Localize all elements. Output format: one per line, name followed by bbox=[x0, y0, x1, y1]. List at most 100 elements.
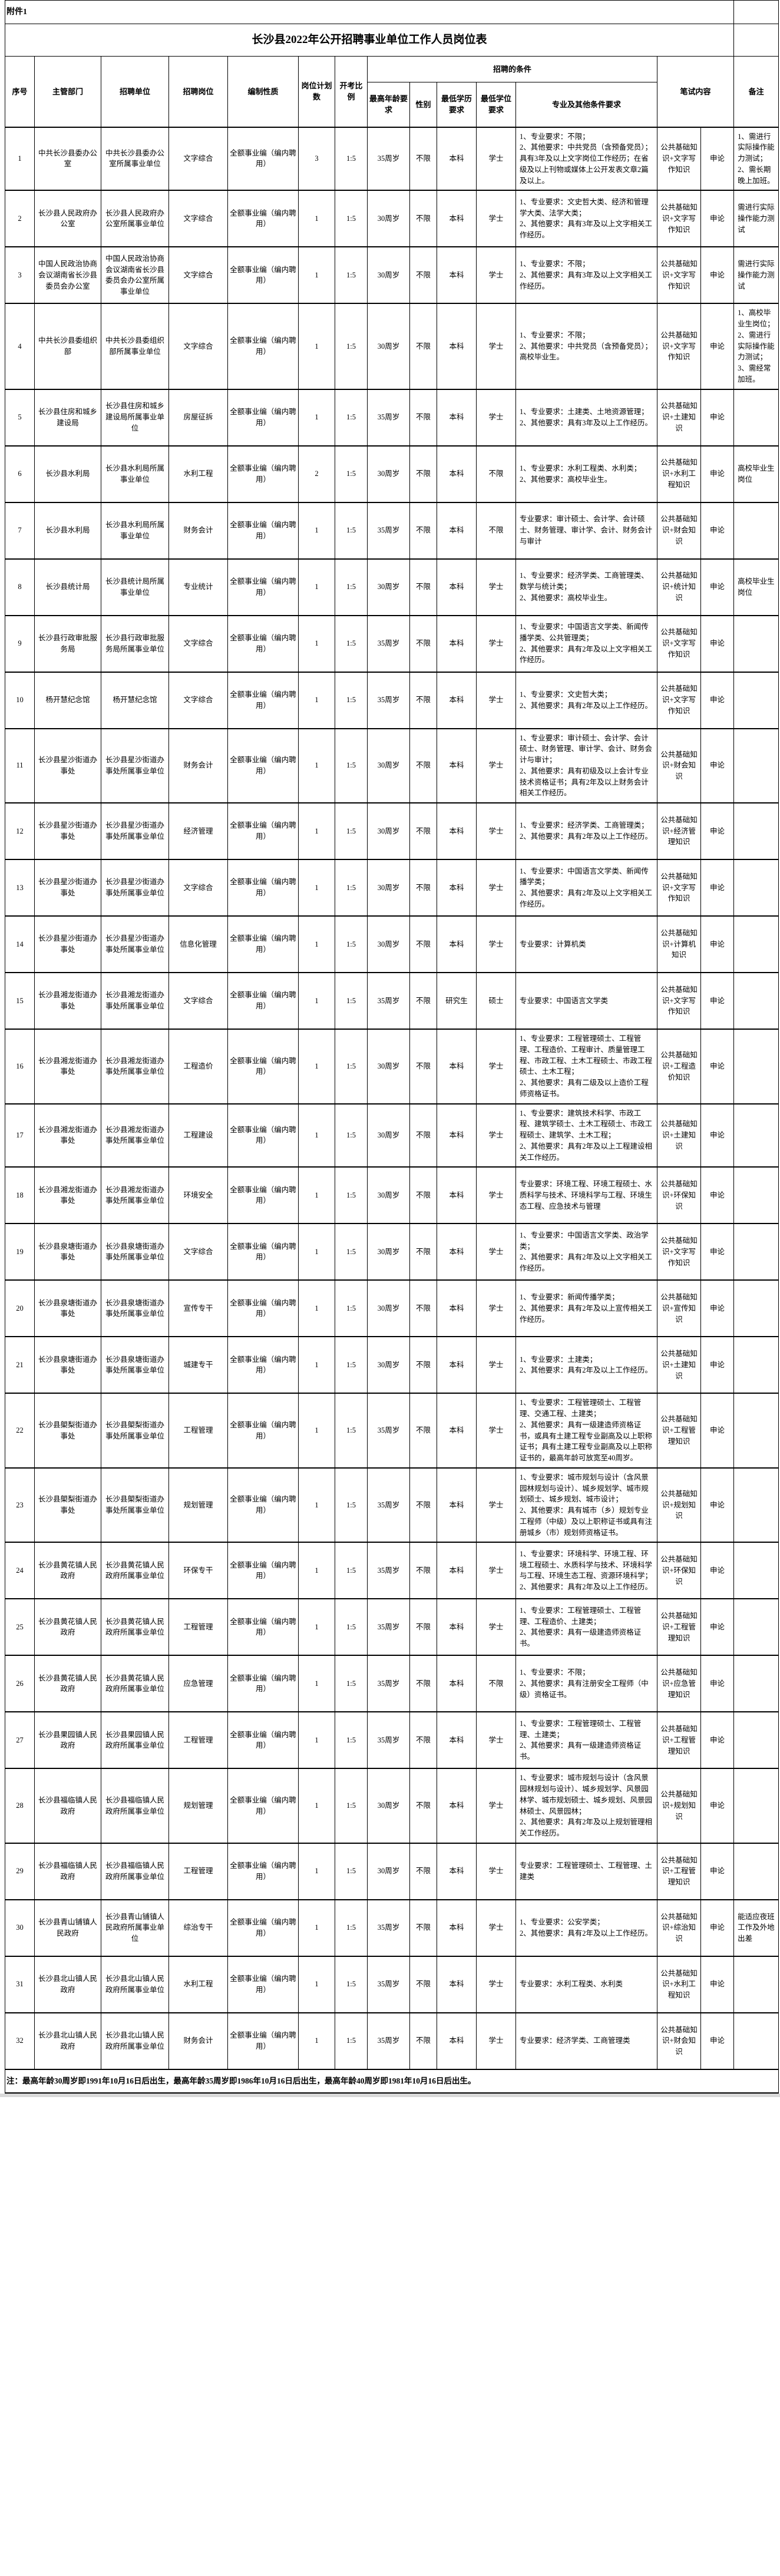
cell-written-shenlun: 申论 bbox=[700, 1336, 735, 1394]
table-row: 23 长沙县㮾梨街道办事处 长沙县㮾梨街道办事处所属事业单位 规划管理 全额事业… bbox=[5, 1467, 779, 1543]
cell-age: 30周岁 bbox=[367, 728, 410, 803]
cell-major-requirements: 1、专业要求：不限； 2、其他要求：具有注册安全工程师（中级）资格证书。 bbox=[515, 1655, 657, 1713]
cell-degree: 学士 bbox=[476, 1598, 516, 1656]
cell-degree: 学士 bbox=[476, 1029, 516, 1105]
cell-written-shenlun: 申论 bbox=[700, 558, 735, 616]
page-title: 长沙县2022年公开招聘事业单位工作人员岗位表 bbox=[5, 24, 734, 57]
cell-written-subject: 公共基础知识+水利工程知识 bbox=[657, 445, 701, 503]
cell-dept: 长沙县星沙街道办事处 bbox=[34, 802, 101, 860]
cell-dept: 长沙县湘龙街道办事处 bbox=[34, 1029, 101, 1105]
cell-written-shenlun: 申论 bbox=[700, 246, 735, 305]
cell-edu: 本科 bbox=[437, 1711, 477, 1770]
cell-gender: 不限 bbox=[409, 445, 437, 503]
header-conditions-group: 招聘的条件 bbox=[367, 56, 657, 82]
cell-gender: 不限 bbox=[409, 1336, 437, 1394]
cell-age: 30周岁 bbox=[367, 1029, 410, 1105]
cell-seq: 28 bbox=[5, 1768, 35, 1844]
cell-count: 1 bbox=[298, 303, 335, 390]
cell-edu: 本科 bbox=[437, 1542, 477, 1600]
cell-remark bbox=[733, 972, 779, 1030]
cell-degree: 学士 bbox=[476, 126, 516, 191]
cell-major-requirements: 1、专业要求：中国语言文学类、政治学类； 2、其他要求：具有2年及以上文字相关工… bbox=[515, 1223, 657, 1281]
cell-degree: 不限 bbox=[476, 445, 516, 503]
cell-post: 财务会计 bbox=[168, 501, 228, 560]
position-table: 附件1 长沙县2022年公开招聘事业单位工作人员岗位表 序号 主管部门 招聘单位… bbox=[5, 0, 779, 2094]
header-row-top: 序号 主管部门 招聘单位 招聘岗位 编制性质 岗位计划数 开考比例 招聘的条件 … bbox=[5, 56, 779, 127]
cell-ratio: 1:5 bbox=[335, 728, 368, 803]
cell-count: 1 bbox=[298, 1029, 335, 1105]
cell-seq: 31 bbox=[5, 1955, 35, 2013]
cell-ratio: 1:5 bbox=[335, 671, 368, 729]
cell-gender: 不限 bbox=[409, 1166, 437, 1225]
cell-count: 1 bbox=[298, 728, 335, 803]
cell-edu: 本科 bbox=[437, 1103, 477, 1168]
table-row: 22 长沙县㮾梨街道办事处 长沙县㮾梨街道办事处所属事业单位 工程管理 全额事业… bbox=[5, 1393, 779, 1469]
cell-post: 工程管理 bbox=[168, 1598, 228, 1656]
cell-edu: 本科 bbox=[437, 1768, 477, 1844]
cell-count: 2 bbox=[298, 445, 335, 503]
cell-remark bbox=[733, 859, 779, 917]
cell-edu: 本科 bbox=[437, 728, 477, 803]
cell-ratio: 1:5 bbox=[335, 2012, 368, 2070]
table-row: 2 长沙县人民政府办公室 长沙县人民政府办公室所属事业单位 文字综合 全额事业编… bbox=[5, 190, 779, 248]
cell-age: 30周岁 bbox=[367, 1768, 410, 1844]
cell-nature: 全额事业编（编内聘用） bbox=[227, 614, 299, 673]
cell-written-shenlun: 申论 bbox=[700, 1279, 735, 1338]
cell-age: 30周岁 bbox=[367, 1223, 410, 1281]
cell-degree: 学士 bbox=[476, 859, 516, 917]
cell-remark bbox=[733, 1542, 779, 1600]
cell-count: 1 bbox=[298, 1542, 335, 1600]
cell-written-shenlun: 申论 bbox=[700, 614, 735, 673]
table-row: 6 长沙县水利局 长沙县水利局所属事业单位 水利工程 全额事业编（编内聘用） 2… bbox=[5, 445, 779, 503]
cell-nature: 全额事业编（编内聘用） bbox=[227, 246, 299, 305]
cell-edu: 本科 bbox=[437, 190, 477, 248]
cell-ratio: 1:5 bbox=[335, 126, 368, 191]
cell-edu: 本科 bbox=[437, 1393, 477, 1469]
cell-post: 文字综合 bbox=[168, 190, 228, 248]
cell-nature: 全额事业编（编内聘用） bbox=[227, 190, 299, 248]
cell-written-subject: 公共基础知识+财会知识 bbox=[657, 501, 701, 560]
cell-ratio: 1:5 bbox=[335, 1542, 368, 1600]
cell-major-requirements: 1、专业要求：城市规划与设计（含风景园林规划与设计）、城乡规划学、风景园林学、城… bbox=[515, 1768, 657, 1844]
cell-age: 30周岁 bbox=[367, 445, 410, 503]
title-row: 长沙县2022年公开招聘事业单位工作人员岗位表 bbox=[5, 24, 779, 57]
cell-ratio: 1:5 bbox=[335, 190, 368, 248]
cell-post: 文字综合 bbox=[168, 972, 228, 1030]
cell-unit: 长沙县㮾梨街道办事处所属事业单位 bbox=[101, 1393, 169, 1469]
cell-dept: 中共长沙县委办公室 bbox=[34, 126, 101, 191]
cell-count: 1 bbox=[298, 190, 335, 248]
cell-dept: 长沙县黄花镇人民政府 bbox=[34, 1598, 101, 1656]
cell-dept: 中国人民政治协商会议湖南省长沙县委员会办公室 bbox=[34, 246, 101, 305]
cell-edu: 本科 bbox=[437, 445, 477, 503]
cell-major-requirements: 专业要求：经济学类、工商管理类 bbox=[515, 2012, 657, 2070]
header-count: 岗位计划数 bbox=[298, 56, 335, 127]
cell-unit: 长沙县湘龙街道办事处所属事业单位 bbox=[101, 1166, 169, 1225]
cell-unit: 长沙县行政审批服务局所属事业单位 bbox=[101, 614, 169, 673]
cell-seq: 10 bbox=[5, 671, 35, 729]
table-row: 5 长沙县住房和城乡建设局 长沙县住房和城乡建设局所属事业单位 房屋征拆 全额事… bbox=[5, 388, 779, 447]
cell-written-subject: 公共基础知识+环保知识 bbox=[657, 1542, 701, 1600]
cell-remark bbox=[733, 1711, 779, 1770]
cell-major-requirements: 1、专业要求：工程管理硕士、工程管理、工程造价、土建类； 2、其他要求：具有一级… bbox=[515, 1598, 657, 1656]
cell-dept: 长沙县湘龙街道办事处 bbox=[34, 1166, 101, 1225]
cell-degree: 学士 bbox=[476, 1467, 516, 1543]
table-row: 19 长沙县泉塘街道办事处 长沙县泉塘街道办事处所属事业单位 文字综合 全额事业… bbox=[5, 1223, 779, 1281]
cell-post: 房屋征拆 bbox=[168, 388, 228, 447]
cell-major-requirements: 1、专业要求：城市规划与设计（含风景园林规划与设计）、城乡规划学、城市规划硕士、… bbox=[515, 1467, 657, 1543]
cell-written-subject: 公共基础知识+经济管理知识 bbox=[657, 802, 701, 860]
title-row-spacer bbox=[733, 24, 779, 57]
cell-ratio: 1:5 bbox=[335, 614, 368, 673]
cell-seq: 9 bbox=[5, 614, 35, 673]
cell-remark bbox=[733, 1598, 779, 1656]
cell-ratio: 1:5 bbox=[335, 972, 368, 1030]
table-row: 20 长沙县泉塘街道办事处 长沙县泉塘街道办事处所属事业单位 宣传专干 全额事业… bbox=[5, 1279, 779, 1338]
cell-nature: 全额事业编（编内聘用） bbox=[227, 1279, 299, 1338]
cell-age: 35周岁 bbox=[367, 2012, 410, 2070]
cell-seq: 2 bbox=[5, 190, 35, 248]
cell-gender: 不限 bbox=[409, 1768, 437, 1844]
cell-unit: 长沙县青山铺镇人民政府所属事业单位 bbox=[101, 1899, 169, 1957]
cell-post: 经济管理 bbox=[168, 802, 228, 860]
cell-unit: 长沙县泉塘街道办事处所属事业单位 bbox=[101, 1279, 169, 1338]
cell-gender: 不限 bbox=[409, 859, 437, 917]
cell-written-shenlun: 申论 bbox=[700, 126, 735, 191]
